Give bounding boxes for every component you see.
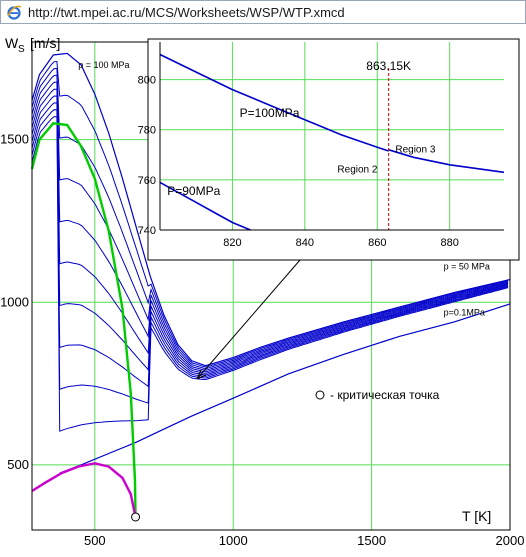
inset-curve-label: P=90MPa [167,184,220,198]
isobar-line [31,116,509,432]
y-axis-unit: [m/s] [30,35,60,51]
x-axis-label: T [K] [462,508,491,524]
inset-frame [147,38,520,261]
isobar-annotation: p = 50 MPa [444,262,490,272]
critical-point-marker [131,512,141,522]
inset-x-tick-label: 840 [296,237,314,249]
isobar-line [31,60,509,368]
isobar-line [31,88,509,374]
y-tick-label: 500 [7,457,29,472]
isobar-annotation: p=0.1MPa [444,307,485,317]
inset-isobar-line [159,53,389,152]
legend-text: - критическая точка [330,388,440,402]
inset-y-tick-label: 780 [138,125,156,137]
inset-isobar-line [159,181,251,231]
isobar-line [31,52,511,367]
main-chart: 500 1000 1500 2000 500 1000 1500 W S [m/s] T [K] p … [0,35,525,548]
y-axis-label: W [5,35,19,51]
isobar-line [31,74,509,371]
chart-area: 500 1000 1500 2000 500 1000 1500 W S [m/s] T [K] p … [0,24,526,552]
inset-y-tick-label: 800 [138,75,156,87]
inset-curve-label: Region 2 [337,164,377,175]
isobar-line [31,95,509,376]
inset-y-tick-label: 740 [138,225,156,237]
inset-isobar-line [388,149,505,174]
y-tick-label: 1000 [0,294,29,309]
x-tick-label: 2000 [496,533,525,548]
x-tick-label: 500 [84,533,106,548]
inset-curve-label: Region 3 [395,144,435,155]
y-tick-label: 1500 [0,132,29,147]
inset-x-tick-label: 820 [223,237,241,249]
isobar-line [31,81,509,373]
isobar-line [31,102,509,388]
address-url[interactable]: http://twt.mpei.ac.ru/MCS/Worksheets/WSP… [28,4,345,20]
x-tick-label: 1000 [219,533,248,548]
inset-curve-label: P=100MPa [240,106,300,120]
inset-chart: 820 840 860 880 740 760 780 800 863.15K P=100MPa P… [138,38,520,261]
x-tick-label: 1500 [357,533,386,548]
saturation-vapor-line [31,462,137,518]
legend-marker [315,390,325,400]
inset-x-tick-label: 860 [368,237,386,249]
inset-pointer-arrowhead [196,369,207,380]
address-bar[interactable]: http://twt.mpei.ac.ru/MCS/Worksheets/WSP… [0,0,526,24]
y-axis-label-subscript: S [18,44,25,55]
ie-browser-icon [6,4,22,20]
isobar-line [59,303,511,474]
boundary-label: 863.15K [366,59,411,73]
saturation-liquid-line [30,122,137,518]
isobar-line [31,67,509,370]
inset-pointer-line [196,259,301,380]
inset-x-tick-label: 880 [441,237,459,249]
inset-y-tick-label: 760 [138,175,156,187]
isobar-line [31,109,509,404]
isobar-annotation: p = 100 MPa [78,60,129,70]
